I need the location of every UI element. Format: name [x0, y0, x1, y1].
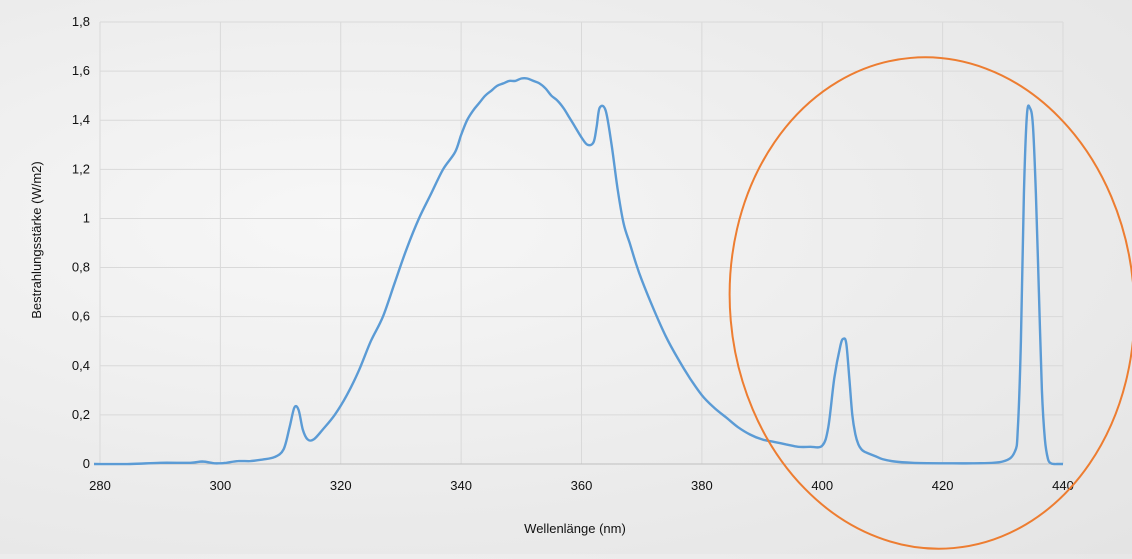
y-tick-label: 1,6 [72, 63, 90, 78]
series-line [93, 77, 1063, 466]
gridlines [99, 21, 1064, 465]
y-tick-label: 0 [83, 456, 90, 471]
series-layer [93, 77, 1063, 466]
x-tick-label: 440 [1052, 478, 1074, 493]
y-tick-label: 0,6 [72, 309, 90, 324]
y-tick-label: 0,2 [72, 407, 90, 422]
y-tick-label: 1,8 [72, 14, 90, 29]
highlight-ellipse [728, 56, 1132, 550]
x-tick-label: 360 [571, 478, 593, 493]
y-tick-label: 1,4 [72, 112, 90, 127]
x-tick-label: 320 [330, 478, 352, 493]
y-tick-label: 0,8 [72, 260, 90, 275]
y-axis-title: Bestrahlungsstärke (W/m2) [29, 161, 44, 319]
y-tick-label: 0,4 [72, 358, 90, 373]
x-tick-label: 280 [89, 478, 111, 493]
x-axis-title: Wellenlänge (nm) [524, 521, 626, 536]
x-tick-label: 380 [691, 478, 713, 493]
x-tick-label: 340 [450, 478, 472, 493]
annotation-layer [728, 56, 1132, 550]
y-tick-label: 1 [83, 210, 90, 225]
x-tick-label: 300 [210, 478, 232, 493]
y-tick-label: 1,2 [72, 161, 90, 176]
x-tick-label: 420 [932, 478, 954, 493]
x-tick-label: 400 [811, 478, 833, 493]
axes: 280 300 320 340 360 380 400 420 440 0 0,2 0,4 0,6 0,8… [72, 14, 1074, 493]
